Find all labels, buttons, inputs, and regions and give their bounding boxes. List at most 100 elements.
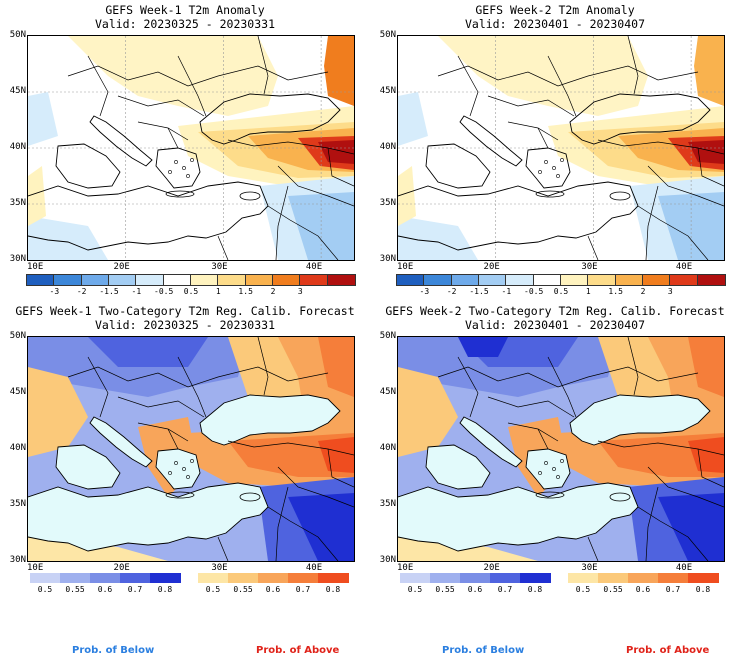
probability-field: [398, 337, 724, 561]
prob-above-label: Prob. of Above: [626, 645, 710, 656]
prob-below-label: Prob. of Below: [442, 645, 525, 656]
colorbar-tick-label: -1: [501, 287, 512, 296]
colorbar-tick-label: 1.5: [608, 287, 623, 296]
latitude-label: 30N: [9, 254, 26, 264]
anomaly-colorbar: -3 -2 -1.5 -1 -0.5 0.5 1 1.5 2 3: [396, 274, 727, 299]
latitude-label: 45N: [379, 86, 396, 96]
panel-subtitle: Valid: 20230401 - 20230407: [464, 318, 645, 332]
latitude-label: 45N: [9, 387, 26, 397]
latitude-label: 45N: [9, 86, 26, 96]
colorbar-swatch: [30, 573, 61, 583]
latitude-label: 35N: [9, 499, 26, 509]
colorbar-tick-label: 1.5: [238, 287, 253, 296]
latitude-label: 30N: [9, 555, 26, 565]
colorbar-swatch: [90, 573, 121, 583]
longitude-label: 20E: [113, 563, 130, 573]
latitude-label: 35N: [9, 198, 26, 208]
colorbar-swatch: [478, 274, 508, 286]
latitude-label: 40N: [379, 142, 396, 152]
longitude-label: 10E: [397, 262, 414, 272]
colorbar-tick-label: 0.5: [575, 585, 591, 594]
colorbar-swatch: [520, 573, 551, 583]
panel-title: GEFS Week-1 Two-Category T2m Reg. Calib.…: [15, 304, 355, 318]
colorbar-swatch: [450, 274, 481, 286]
latitude-label: 50N: [379, 30, 396, 40]
colorbar-tick-label: -3: [49, 287, 60, 296]
colorbar-tick-label: 2: [640, 287, 646, 296]
colorbar-tick-label: 0.5: [407, 585, 423, 594]
colorbar-swatch: [460, 573, 491, 583]
latitude-label: 30N: [379, 254, 396, 264]
latitude-label: 35N: [379, 198, 396, 208]
colorbar-swatch: [135, 274, 166, 286]
probability-map: [397, 336, 725, 562]
colorbar-tick-label: 0.55: [233, 585, 253, 594]
colorbar-tick-label: 0.5: [205, 585, 221, 594]
below-probability-colorbar: 0.5 0.55 0.6 0.7 0.8: [30, 573, 181, 597]
longitude-label: 20E: [113, 262, 130, 272]
colorbar-tick-label: -0.5: [154, 287, 174, 296]
colorbar-swatch: [568, 573, 599, 583]
prob-above-label: Prob. of Above: [256, 645, 340, 656]
longitude-label: 30E: [581, 262, 598, 272]
colorbar-tick-label: 0.55: [603, 585, 623, 594]
colorbar-swatch: [490, 573, 521, 583]
colorbar-swatch: [688, 573, 719, 583]
colorbar-swatch: [228, 573, 259, 583]
latitude-label: 30N: [379, 555, 396, 565]
prob-below-label: Prob. of Below: [72, 645, 155, 656]
panel-title: GEFS Week-2 Two-Category T2m Reg. Calib.…: [385, 304, 725, 318]
colorbar-tick-label: 0.7: [497, 585, 513, 594]
colorbar-tick-label: 0.5: [183, 287, 199, 296]
colorbar-tick-label: 1: [585, 287, 591, 296]
colorbar-swatch: [505, 274, 536, 286]
longitude-label: 40E: [675, 262, 693, 272]
colorbar-tick-label: 0.5: [553, 287, 569, 296]
colorbar-swatch: [60, 573, 91, 583]
colorbar-swatch: [560, 274, 590, 286]
panel-subtitle: Valid: 20230401 - 20230407: [464, 17, 645, 31]
colorbar-swatch: [198, 573, 229, 583]
anomaly-field: [28, 36, 354, 260]
colorbar-swatch: [400, 573, 431, 583]
colorbar-tick-label: 0.55: [65, 585, 85, 594]
colorbar-swatch: [80, 274, 111, 286]
colorbar-swatch: [217, 274, 248, 286]
latitude-label: 40N: [9, 142, 26, 152]
anomaly-field: [398, 36, 724, 260]
colorbar-tick-label: -1.5: [469, 287, 489, 296]
anomaly-colorbar: -3 -2 -1.5 -1 -0.5 0.5 1 1.5 2 3: [26, 274, 357, 299]
colorbar-tick-label: 0.6: [265, 585, 281, 594]
colorbar-swatch: [258, 573, 289, 583]
longitude-label: 40E: [305, 262, 323, 272]
colorbar-swatch: [642, 274, 672, 286]
colorbar-swatch: [299, 274, 330, 286]
colorbar-tick-label: 0.55: [435, 585, 455, 594]
colorbar-swatch: [423, 274, 454, 286]
colorbar-swatch: [430, 573, 461, 583]
panel-week2-anomaly: GEFS Week-2 T2m Anomaly Valid: 20230401 …: [370, 0, 740, 300]
colorbar-tick-label: 3: [667, 287, 673, 296]
colorbar-swatch: [244, 274, 275, 286]
colorbar-tick-label: 3: [297, 287, 303, 296]
longitude-label: 10E: [397, 563, 414, 573]
colorbar-swatch: [396, 274, 426, 286]
probability-map: [27, 336, 355, 562]
colorbar-swatch: [26, 274, 56, 286]
colorbar-tick-label: 0.7: [295, 585, 311, 594]
colorbar-tick-label: -0.5: [524, 287, 544, 296]
colorbar-tick-label: -2: [446, 287, 457, 296]
colorbar-tick-label: -1: [131, 287, 142, 296]
longitude-label: 20E: [483, 262, 500, 272]
colorbar-tick-label: 0.8: [325, 585, 341, 594]
probability-field: [28, 337, 354, 561]
longitude-label: 30E: [581, 563, 598, 573]
colorbar-swatch: [150, 573, 181, 583]
latitude-label: 35N: [379, 499, 396, 509]
colorbar-tick-label: 1: [215, 287, 221, 296]
colorbar-tick-label: -3: [419, 287, 430, 296]
panel-subtitle: Valid: 20230325 - 20230331: [94, 318, 275, 332]
latitude-label: 50N: [9, 331, 26, 341]
longitude-label: 10E: [27, 262, 44, 272]
colorbar-swatch: [53, 274, 84, 286]
